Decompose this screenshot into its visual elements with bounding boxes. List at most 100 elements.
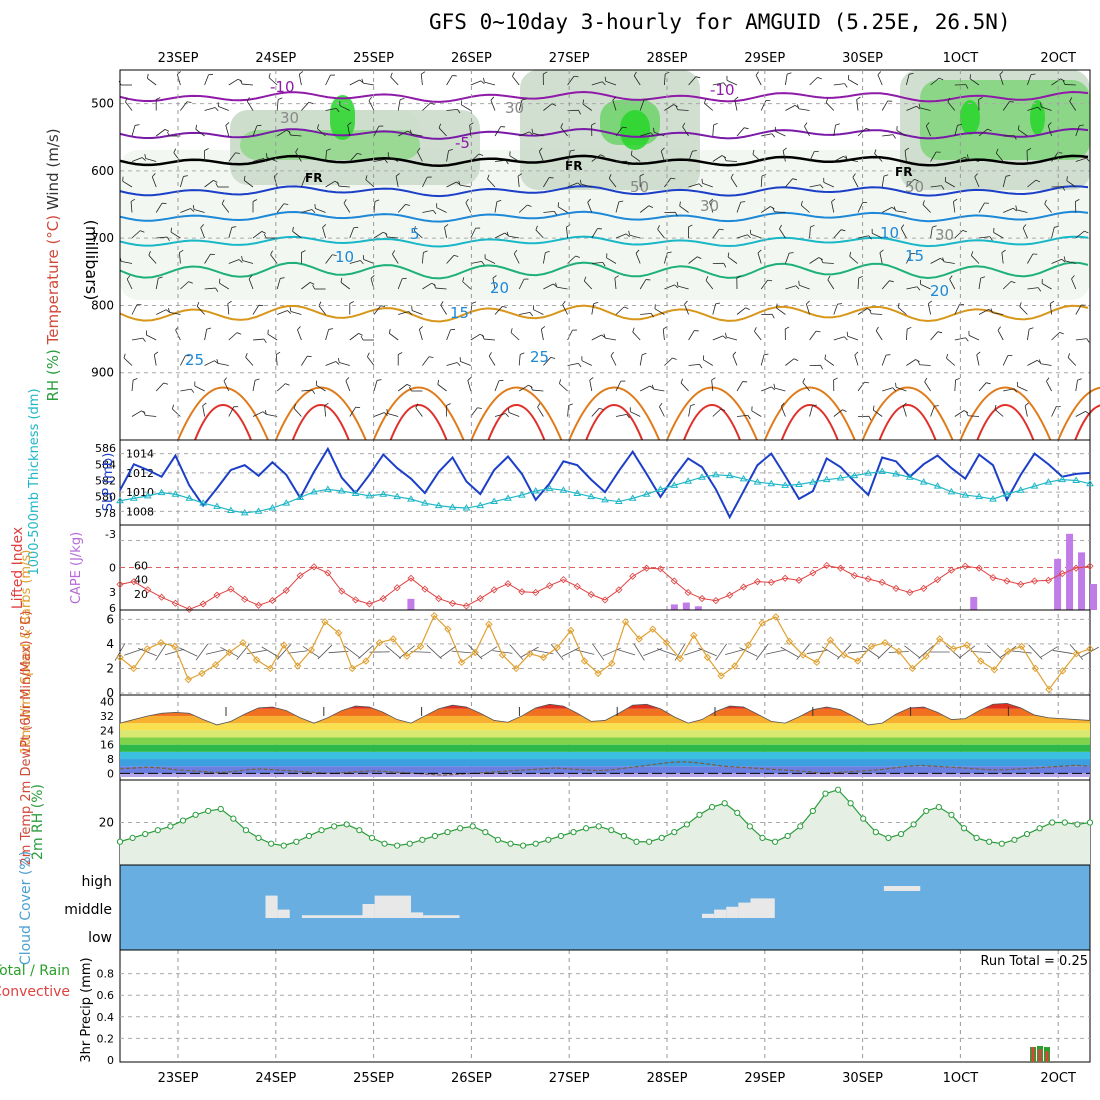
barb-shaft xyxy=(1041,106,1052,111)
cloud-middle-bar xyxy=(738,902,751,918)
wind-speed-point xyxy=(266,664,274,673)
rh-point xyxy=(771,838,779,845)
wind-barb-upper xyxy=(995,148,1004,162)
barb-shaft xyxy=(126,278,133,290)
wind-barb-upper xyxy=(754,327,762,341)
barb-shaft xyxy=(204,253,211,264)
barb-shaft xyxy=(470,153,480,162)
barb-shaft xyxy=(954,410,965,417)
barb-flag xyxy=(650,313,654,318)
barb-shaft xyxy=(653,131,665,137)
wind-speed-point xyxy=(608,659,616,668)
barb-shaft xyxy=(833,409,843,417)
barb-shaft xyxy=(629,234,641,239)
wind-barb-upper xyxy=(225,122,230,137)
barb-flag xyxy=(630,150,633,156)
rh-point xyxy=(708,804,716,811)
wind-barb-upper xyxy=(1017,125,1028,137)
wind-speed-point xyxy=(157,638,165,647)
barb-shaft xyxy=(854,354,859,366)
barb-flag xyxy=(307,355,312,357)
thickness-point xyxy=(545,484,554,492)
thickness-point xyxy=(323,485,332,492)
wind-barb-upper xyxy=(776,303,786,315)
contour-label: FR xyxy=(565,159,582,173)
barb-flag xyxy=(214,107,219,112)
wind-speed-point xyxy=(936,635,944,643)
barb-10m-shaft xyxy=(698,647,717,657)
barb-flag xyxy=(865,127,871,131)
wind-barb-upper xyxy=(664,104,678,111)
wind-barb-upper xyxy=(773,383,786,392)
cloud-middle-bar xyxy=(301,915,363,918)
barb-shaft xyxy=(301,389,313,392)
cape-bar xyxy=(682,602,690,610)
barb-flag xyxy=(872,405,875,411)
wind-barb-upper xyxy=(339,101,350,111)
barb-flag xyxy=(862,202,868,203)
wind-barb-10m xyxy=(674,643,686,661)
wind-barb-upper xyxy=(869,309,883,315)
barb-shaft xyxy=(373,201,376,213)
barb-flag xyxy=(179,249,184,253)
barb-shaft xyxy=(436,207,447,213)
barb-flag xyxy=(895,382,897,388)
barb-shaft xyxy=(591,303,595,315)
barb-shaft xyxy=(712,303,717,315)
barb-shaft xyxy=(509,155,520,162)
barb-flag xyxy=(562,300,566,305)
barb-flag xyxy=(173,148,177,153)
barb-shaft xyxy=(882,206,893,213)
barb-shaft xyxy=(317,128,326,137)
barb-flag xyxy=(726,75,728,81)
barb-shaft xyxy=(902,405,907,417)
wind-barb-upper xyxy=(413,226,423,239)
rh-point xyxy=(406,840,413,847)
barb-shaft xyxy=(180,101,188,111)
date-label-bottom: 29SEP xyxy=(744,1071,785,1086)
barb-flag xyxy=(659,402,663,407)
wind-barb-10m xyxy=(592,643,605,661)
barb-flag xyxy=(785,326,790,330)
rh-shade-5 xyxy=(240,130,420,160)
barb-flag xyxy=(148,251,151,256)
isotherm-30-day5 xyxy=(666,386,758,441)
wind-barb-upper xyxy=(823,177,834,188)
barb-shaft xyxy=(978,382,987,392)
temp-axis-label: 2m Temp 2m DewPt (6hr Min/Max) (°C) xyxy=(19,611,34,866)
wind-barb-upper xyxy=(785,358,799,366)
barb-flag xyxy=(510,328,513,333)
barb-flag xyxy=(256,124,262,127)
wind-barb-upper xyxy=(881,174,889,188)
barb-flag xyxy=(626,414,630,419)
date-label-top: 28SEP xyxy=(647,51,688,66)
barb-shaft xyxy=(857,235,869,239)
barb-shaft xyxy=(1051,227,1055,239)
thickness-point xyxy=(1002,490,1011,497)
barb-flag xyxy=(800,200,803,206)
wind-speed-point xyxy=(635,635,643,643)
barb-shaft xyxy=(196,306,205,315)
wind-speed-point xyxy=(280,641,288,649)
cloud-tick: middle xyxy=(64,902,112,918)
barb-flag xyxy=(384,159,388,164)
barb-10m-shaft xyxy=(550,643,564,661)
barb-flag xyxy=(987,128,992,132)
wind-barb-upper xyxy=(446,362,461,367)
barb-shaft xyxy=(469,125,472,137)
barb-flag xyxy=(694,330,699,332)
wind-barb-upper xyxy=(151,173,157,188)
barb-shaft xyxy=(1075,338,1087,341)
thickness-point xyxy=(725,471,734,479)
wind-barb-10m xyxy=(574,649,595,655)
wind-barb-upper xyxy=(978,236,993,241)
wind-barb-10m xyxy=(398,645,415,659)
date-label-top: 26SEP xyxy=(451,51,492,66)
cloud-middle-bar xyxy=(714,909,727,918)
barb-flag xyxy=(578,363,582,368)
wind-barb-upper xyxy=(654,304,665,315)
barb-flag xyxy=(900,224,905,229)
precip-total-label: Total / Rain xyxy=(0,963,70,979)
barb-flag xyxy=(545,251,550,254)
barb-flag xyxy=(541,326,546,330)
